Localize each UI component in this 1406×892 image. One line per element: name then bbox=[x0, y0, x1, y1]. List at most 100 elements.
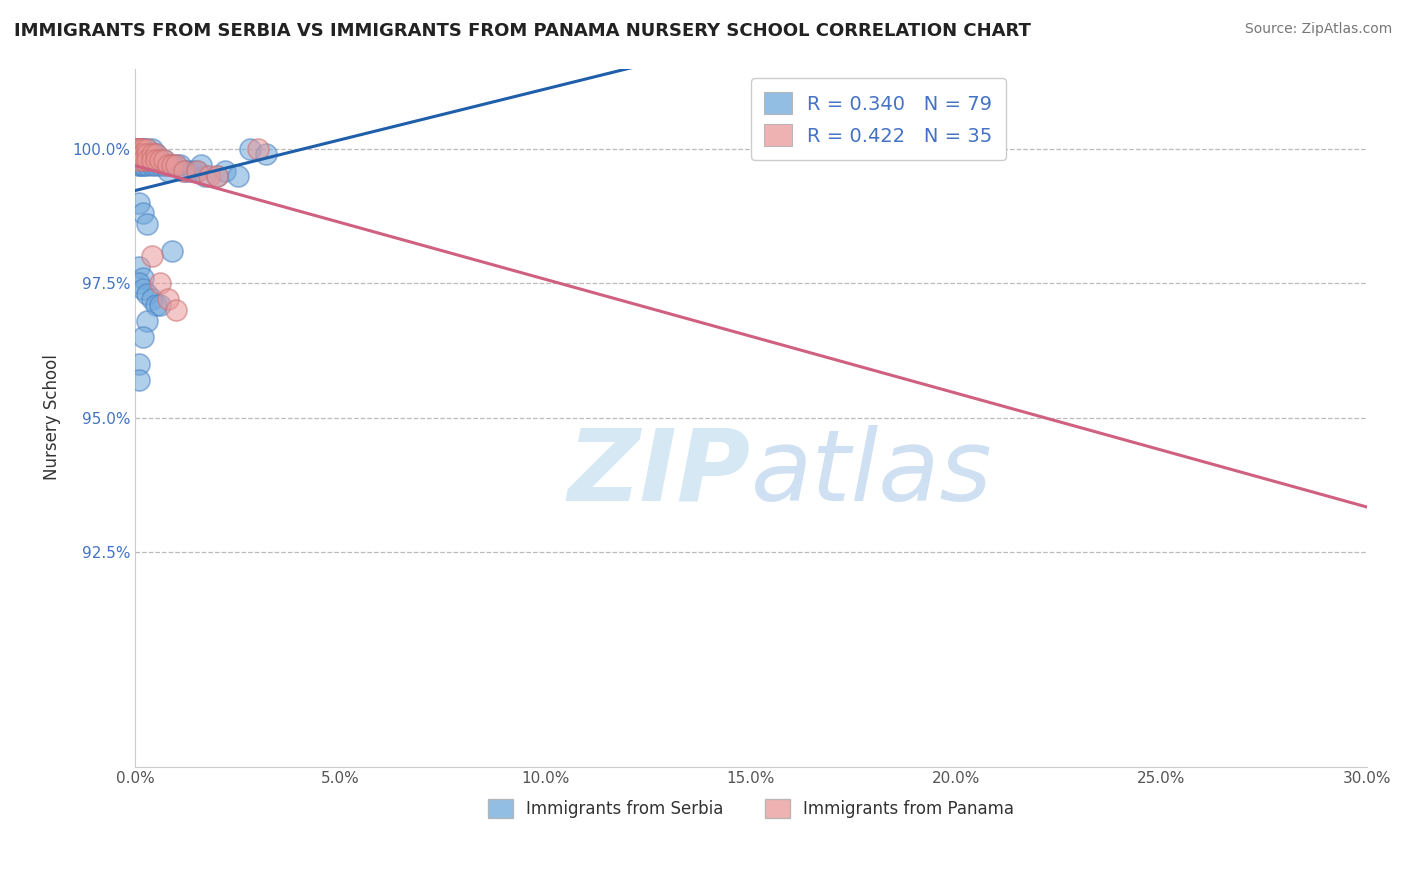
Point bbox=[128, 147, 150, 161]
Point bbox=[128, 142, 150, 156]
Point bbox=[128, 153, 150, 167]
Point bbox=[132, 282, 155, 296]
Point bbox=[141, 293, 163, 307]
Text: Source: ZipAtlas.com: Source: ZipAtlas.com bbox=[1244, 22, 1392, 37]
Point bbox=[128, 147, 150, 161]
Point bbox=[136, 153, 159, 167]
Point bbox=[181, 163, 204, 178]
Point bbox=[141, 153, 163, 167]
Point bbox=[128, 147, 150, 161]
Point bbox=[145, 153, 167, 167]
Point bbox=[128, 142, 150, 156]
Point bbox=[136, 158, 159, 172]
Point bbox=[136, 142, 159, 156]
Point bbox=[149, 298, 172, 312]
Point bbox=[256, 147, 278, 161]
Point bbox=[190, 158, 212, 172]
Point bbox=[136, 142, 159, 156]
Legend: Immigrants from Serbia, Immigrants from Panama: Immigrants from Serbia, Immigrants from … bbox=[481, 792, 1021, 824]
Point bbox=[128, 142, 150, 156]
Point bbox=[173, 163, 195, 178]
Y-axis label: Nursery School: Nursery School bbox=[44, 355, 60, 481]
Point bbox=[198, 169, 221, 183]
Point bbox=[132, 147, 155, 161]
Point bbox=[149, 153, 172, 167]
Point bbox=[132, 147, 155, 161]
Point bbox=[136, 314, 159, 328]
Point bbox=[153, 153, 176, 167]
Point bbox=[128, 142, 150, 156]
Point bbox=[128, 142, 150, 156]
Point bbox=[128, 142, 150, 156]
Point bbox=[141, 153, 163, 167]
Point bbox=[128, 147, 150, 161]
Point bbox=[132, 206, 155, 220]
Point bbox=[141, 142, 163, 156]
Point bbox=[128, 142, 150, 156]
Point bbox=[149, 277, 172, 291]
Text: atlas: atlas bbox=[751, 425, 993, 522]
Point bbox=[214, 163, 236, 178]
Point bbox=[145, 298, 167, 312]
Point bbox=[141, 158, 163, 172]
Point bbox=[128, 147, 150, 161]
Point bbox=[153, 153, 176, 167]
Point bbox=[128, 357, 150, 371]
Point bbox=[136, 217, 159, 231]
Text: IMMIGRANTS FROM SERBIA VS IMMIGRANTS FROM PANAMA NURSERY SCHOOL CORRELATION CHAR: IMMIGRANTS FROM SERBIA VS IMMIGRANTS FRO… bbox=[14, 22, 1031, 40]
Point bbox=[145, 147, 167, 161]
Text: ZIP: ZIP bbox=[568, 425, 751, 522]
Point bbox=[128, 142, 150, 156]
Point bbox=[145, 147, 167, 161]
Point bbox=[128, 153, 150, 167]
Point bbox=[132, 158, 155, 172]
Point bbox=[128, 147, 150, 161]
Point bbox=[132, 147, 155, 161]
Point bbox=[132, 147, 155, 161]
Point bbox=[136, 147, 159, 161]
Point bbox=[247, 142, 270, 156]
Point bbox=[132, 147, 155, 161]
Point bbox=[149, 158, 172, 172]
Point bbox=[136, 153, 159, 167]
Point bbox=[128, 142, 150, 156]
Point bbox=[165, 303, 187, 318]
Point bbox=[186, 163, 208, 178]
Point bbox=[136, 287, 159, 301]
Point bbox=[156, 158, 179, 172]
Point bbox=[177, 163, 200, 178]
Point bbox=[136, 147, 159, 161]
Point bbox=[132, 142, 155, 156]
Point bbox=[128, 153, 150, 167]
Point bbox=[128, 142, 150, 156]
Point bbox=[128, 142, 150, 156]
Point bbox=[194, 169, 217, 183]
Point bbox=[145, 153, 167, 167]
Point bbox=[128, 142, 150, 156]
Point bbox=[132, 153, 155, 167]
Point bbox=[128, 147, 150, 161]
Point bbox=[132, 142, 155, 156]
Point bbox=[153, 158, 176, 172]
Point bbox=[156, 163, 179, 178]
Point bbox=[132, 142, 155, 156]
Point bbox=[205, 169, 228, 183]
Point bbox=[128, 373, 150, 387]
Point bbox=[160, 158, 183, 172]
Point bbox=[128, 142, 150, 156]
Point bbox=[141, 250, 163, 264]
Point bbox=[132, 153, 155, 167]
Point bbox=[205, 169, 228, 183]
Point bbox=[128, 142, 150, 156]
Point bbox=[128, 142, 150, 156]
Point bbox=[145, 158, 167, 172]
Point bbox=[173, 163, 195, 178]
Point bbox=[239, 142, 262, 156]
Point bbox=[128, 260, 150, 275]
Point bbox=[156, 293, 179, 307]
Point bbox=[156, 158, 179, 172]
Point bbox=[136, 153, 159, 167]
Point bbox=[132, 153, 155, 167]
Point bbox=[136, 147, 159, 161]
Point bbox=[132, 330, 155, 344]
